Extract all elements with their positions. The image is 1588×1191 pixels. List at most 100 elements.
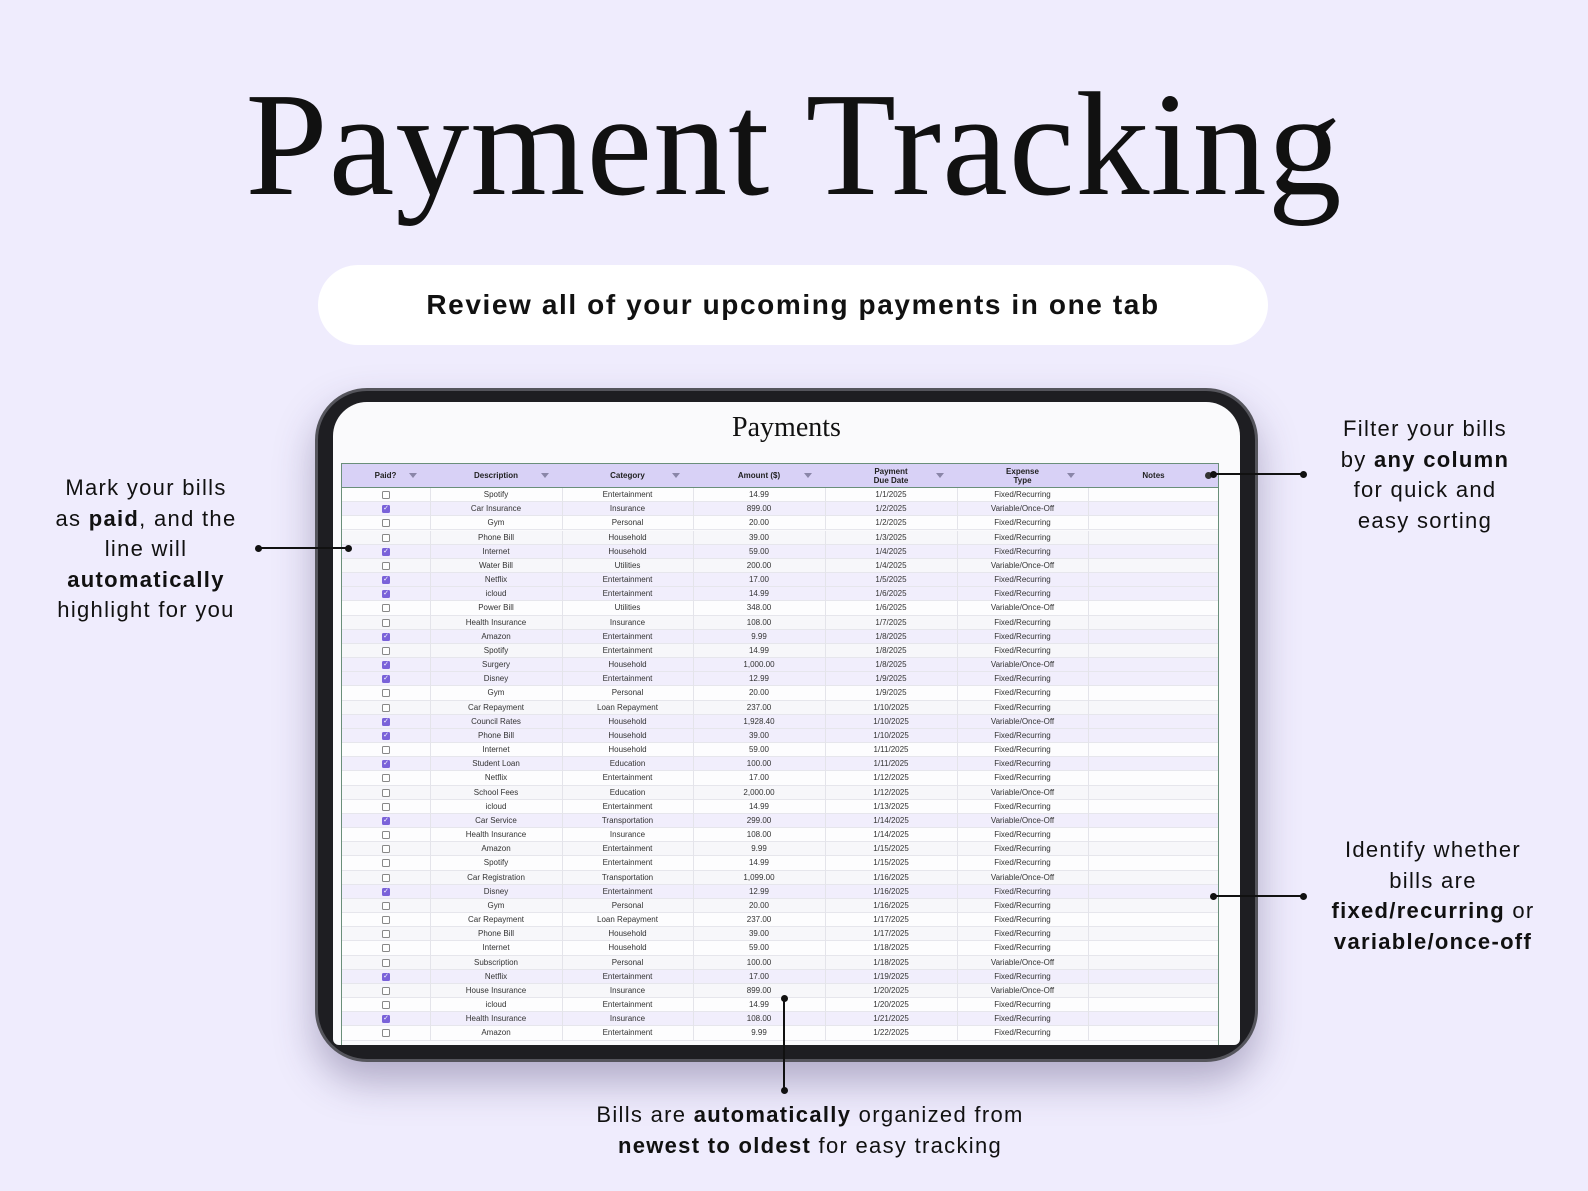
column-divider [1088, 927, 1089, 942]
column-divider [693, 813, 694, 829]
paid-checkbox[interactable] [382, 774, 390, 783]
paid-checkbox[interactable] [382, 519, 390, 528]
column-header: Description [430, 463, 562, 488]
paid-checkbox[interactable] [382, 1001, 390, 1010]
paid-checkbox[interactable] [382, 873, 390, 882]
column-divider [430, 516, 431, 531]
table-row [342, 700, 1218, 715]
paid-checkbox[interactable] [382, 901, 390, 910]
column-divider [1088, 502, 1089, 517]
table-cell: 108.00 [746, 1014, 772, 1024]
column-divider [693, 728, 694, 744]
paid-checkbox[interactable]: ✓ [382, 675, 390, 684]
callout-bold: paid [88, 505, 140, 531]
column-divider [1088, 615, 1089, 630]
paid-checkbox[interactable]: ✓ [382, 661, 390, 670]
paid-checkbox[interactable]: ✓ [382, 816, 390, 825]
table-cell: Entertainment [602, 674, 653, 684]
filter-icon[interactable] [541, 473, 549, 478]
connector [1213, 473, 1303, 475]
table-cell: Variable/Once-Off [990, 815, 1055, 825]
table-cell: Fixed/Recurring [994, 589, 1051, 599]
paid-checkbox[interactable]: ✓ [382, 717, 390, 726]
paid-checkbox[interactable] [382, 561, 390, 570]
paid-checkbox[interactable] [382, 958, 390, 967]
paid-checkbox[interactable] [382, 491, 390, 499]
paid-checkbox[interactable] [382, 986, 390, 995]
paid-checkbox[interactable] [382, 1029, 390, 1038]
header-label: Description [474, 471, 519, 480]
paid-checkbox[interactable] [382, 788, 390, 797]
table-cell: Fixed/Recurring [994, 518, 1051, 528]
column-divider [825, 672, 826, 687]
callout-text: by [1340, 446, 1374, 472]
callout-line: variable/once-off [1133, 927, 1588, 958]
filter-icon[interactable] [672, 473, 680, 478]
filter-icon[interactable] [409, 473, 417, 478]
paid-checkbox[interactable] [382, 533, 390, 542]
table-cell: Fixed/Recurring [994, 532, 1051, 542]
paid-checkbox[interactable] [382, 916, 390, 925]
paid-checkbox[interactable] [382, 646, 390, 655]
paid-checkbox[interactable]: ✓ [382, 972, 390, 981]
table-cell: Car Repayment [467, 915, 525, 925]
callout-text: bills are [1389, 867, 1477, 893]
column-divider [693, 785, 694, 800]
paid-checkbox[interactable] [382, 930, 390, 939]
paid-checkbox[interactable] [382, 689, 390, 698]
column-divider [957, 573, 958, 588]
paid-checkbox[interactable] [382, 831, 390, 840]
paid-checkbox[interactable] [382, 604, 390, 613]
paid-checkbox[interactable]: ✓ [382, 632, 390, 641]
filter-icon[interactable] [936, 473, 944, 478]
table-row [342, 573, 1218, 588]
callout-text: or [1504, 898, 1535, 923]
column-divider [957, 544, 958, 559]
paid-checkbox[interactable]: ✓ [382, 590, 390, 599]
paid-checkbox[interactable] [382, 845, 390, 854]
column-divider [957, 488, 958, 503]
column-divider [430, 629, 431, 644]
paid-checkbox[interactable]: ✓ [382, 1015, 390, 1024]
table-cell: Household [608, 929, 647, 939]
column-divider [1088, 743, 1089, 758]
paid-checkbox[interactable]: ✓ [382, 760, 390, 769]
callout-line: as paid, and the [0, 504, 446, 535]
column-divider [430, 573, 431, 588]
table-cell: Fixed/Recurring [994, 702, 1051, 712]
paid-checkbox[interactable] [382, 944, 390, 953]
column-divider [430, 913, 431, 928]
table-cell: Fixed/Recurring [994, 929, 1051, 939]
paid-checkbox[interactable] [382, 703, 390, 712]
paid-checkbox[interactable] [382, 859, 390, 868]
paid-checkbox[interactable] [382, 802, 390, 811]
table-cell: icloud [485, 1000, 507, 1010]
column-divider [562, 643, 563, 659]
column-divider [825, 955, 826, 970]
column-divider [562, 1012, 563, 1027]
callout-text: Identify whether [1344, 837, 1522, 862]
table-cell: Spotify [483, 645, 509, 655]
paid-checkbox[interactable] [382, 618, 390, 627]
filter-icon[interactable] [804, 473, 812, 478]
paid-checkbox[interactable]: ✓ [382, 547, 390, 556]
filter-icon[interactable] [1067, 473, 1075, 478]
column-divider [693, 983, 694, 999]
filter-icon[interactable] [1205, 472, 1212, 479]
table-cell: Fixed/Recurring [994, 943, 1051, 953]
paid-checkbox[interactable]: ✓ [382, 887, 390, 896]
column-header: Payment Due Date [825, 463, 957, 488]
paid-checkbox[interactable]: ✓ [382, 505, 390, 514]
paid-checkbox[interactable]: ✓ [382, 731, 390, 740]
column-divider [825, 913, 826, 928]
column-divider [957, 771, 958, 786]
column-divider [430, 714, 431, 729]
paid-checkbox[interactable] [382, 746, 390, 755]
column-divider [1088, 516, 1089, 531]
paid-checkbox[interactable]: ✓ [382, 576, 390, 585]
column-divider [693, 558, 694, 573]
table-cell: Spotify [483, 490, 509, 499]
table-cell: 12.99 [748, 886, 770, 896]
table-cell: 9.99 [751, 631, 767, 641]
table-cell: Fixed/Recurring [994, 773, 1051, 783]
